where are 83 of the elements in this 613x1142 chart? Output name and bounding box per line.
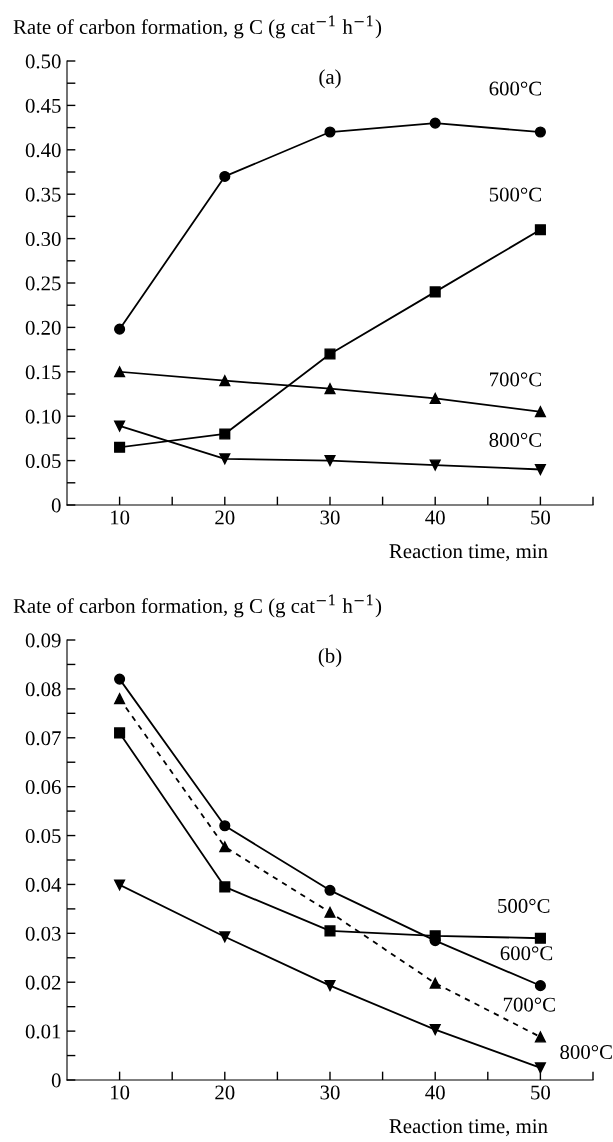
point xyxy=(324,884,336,896)
point xyxy=(219,820,231,832)
y-tick-label: 0.01 xyxy=(25,1024,61,1039)
point xyxy=(114,420,126,432)
series-label: 700°C xyxy=(503,997,555,1012)
series-label: 600°C xyxy=(489,81,541,96)
point xyxy=(219,881,231,893)
y-tick-label: 0.05 xyxy=(25,453,61,469)
series-label: 600°C xyxy=(500,946,553,961)
point xyxy=(114,727,126,739)
y-tick-label: 0.15 xyxy=(25,365,61,380)
series-label: 700°C xyxy=(490,372,541,387)
point xyxy=(429,459,441,471)
x-tick-label: 20 xyxy=(215,510,235,525)
point xyxy=(219,170,231,182)
chart-title: (a) xyxy=(319,69,341,89)
point xyxy=(324,383,336,395)
y-tick-label: 0.06 xyxy=(25,780,61,795)
point xyxy=(429,977,441,989)
y-tick-label: 0.25 xyxy=(25,276,61,291)
series-label: 800°C xyxy=(560,1045,612,1060)
y-axis-title: Rate of carbon formation, g C (g cat$^{−1}$ h$^{−1}$) xyxy=(13,15,382,39)
y-tick-label: 0.50 xyxy=(25,54,61,69)
point xyxy=(114,441,126,453)
x-tick-label: 50 xyxy=(531,1085,551,1100)
y-tick-label: 0.07 xyxy=(25,731,61,746)
x-axis-title: Reaction time, min xyxy=(389,1119,548,1137)
point xyxy=(219,931,231,943)
series-label: 500°C xyxy=(498,898,550,913)
point xyxy=(324,980,336,992)
y-tick-label: 0.30 xyxy=(25,231,61,247)
x-tick-label: 30 xyxy=(320,510,340,525)
point xyxy=(219,841,231,853)
y-tick-label: 0.10 xyxy=(25,409,61,424)
point xyxy=(324,455,336,467)
point xyxy=(324,126,336,138)
x-tick-label: 40 xyxy=(425,510,445,525)
point xyxy=(114,673,126,685)
point xyxy=(534,463,546,476)
point xyxy=(429,392,441,404)
point xyxy=(534,224,546,236)
series-label: 800°C xyxy=(489,432,541,447)
point xyxy=(534,932,546,944)
y-axis-title: Rate of carbon formation, g C (g cat$^{−1}$ h$^{−1}$) xyxy=(13,594,382,618)
point xyxy=(219,453,231,465)
x-tick-label: 30 xyxy=(320,1085,340,1100)
point xyxy=(219,428,231,440)
y-tick-label: 0.09 xyxy=(25,633,61,648)
point xyxy=(429,1024,441,1036)
point xyxy=(534,1031,546,1043)
x-axis-title: Reaction time, min xyxy=(389,544,548,562)
point xyxy=(114,879,126,891)
x-tick-label: 10 xyxy=(111,510,130,525)
point xyxy=(324,906,336,918)
series-label: 500°C xyxy=(489,187,541,202)
point xyxy=(324,925,336,937)
point xyxy=(324,348,336,360)
y-tick-label: 0.05 xyxy=(25,828,61,844)
point xyxy=(219,375,231,387)
x-tick-label: 20 xyxy=(215,1085,235,1100)
point xyxy=(429,117,441,129)
x-tick-label: 10 xyxy=(111,1085,130,1100)
point xyxy=(114,323,126,335)
y-tick-label: 0.02 xyxy=(25,975,61,990)
y-tick-label: 0 xyxy=(51,1073,61,1088)
point xyxy=(114,693,126,705)
x-tick-label: 50 xyxy=(531,510,551,525)
y-tick-label: 0.20 xyxy=(25,320,61,335)
y-tick-label: 0.08 xyxy=(25,682,61,697)
y-tick-label: 0.03 xyxy=(25,926,61,941)
chart-title: (b) xyxy=(318,648,342,668)
point xyxy=(534,980,546,992)
point xyxy=(534,126,546,138)
point xyxy=(429,286,441,298)
x-tick-label: 40 xyxy=(425,1085,445,1100)
y-tick-label: 0.35 xyxy=(25,187,61,202)
y-tick-label: 0.45 xyxy=(25,98,61,113)
y-tick-label: 0.04 xyxy=(25,877,62,892)
point xyxy=(114,366,126,378)
y-tick-label: 0.40 xyxy=(25,143,61,158)
point xyxy=(534,1062,546,1074)
y-tick-label: 0 xyxy=(51,498,61,513)
point xyxy=(534,406,546,418)
